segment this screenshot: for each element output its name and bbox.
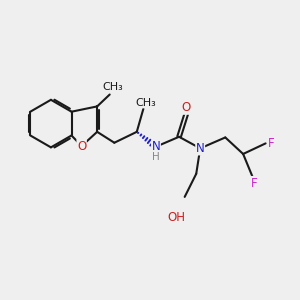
- Text: O: O: [182, 101, 191, 114]
- Text: N: N: [152, 140, 160, 153]
- Text: F: F: [251, 176, 257, 190]
- Text: OH: OH: [167, 211, 185, 224]
- Text: CH₃: CH₃: [102, 82, 123, 92]
- Text: H: H: [152, 152, 160, 162]
- Text: O: O: [77, 140, 86, 152]
- Text: N: N: [196, 142, 205, 155]
- Text: F: F: [268, 137, 275, 150]
- Text: CH₃: CH₃: [136, 98, 156, 108]
